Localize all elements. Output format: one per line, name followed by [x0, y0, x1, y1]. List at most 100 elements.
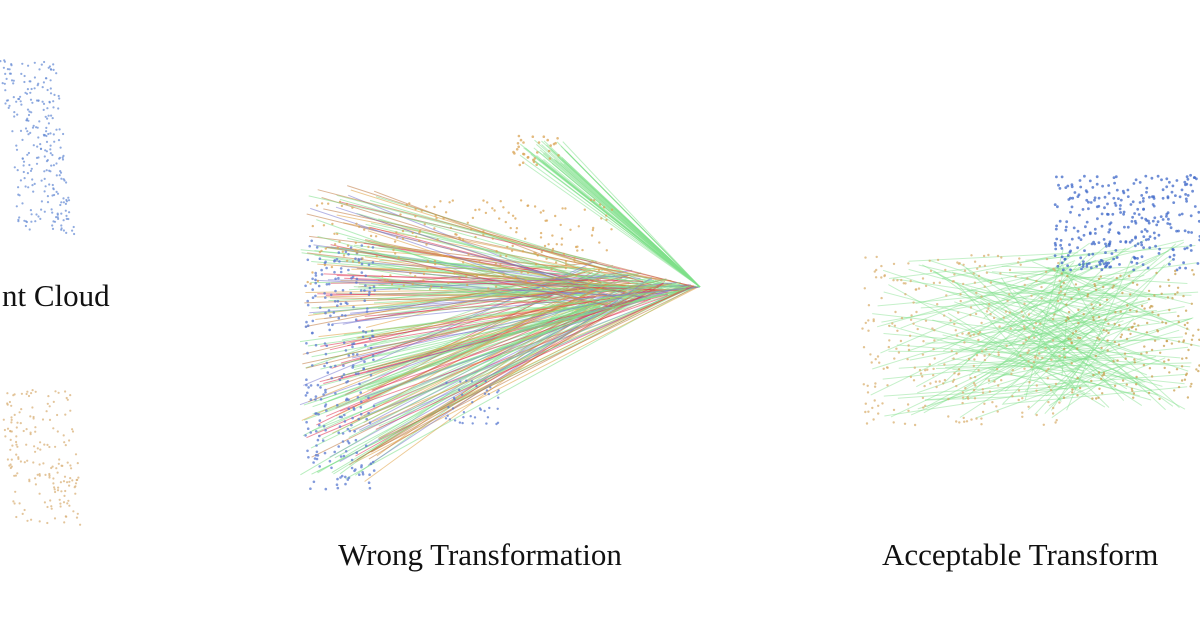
point: [339, 302, 343, 306]
point: [4, 89, 7, 92]
point: [943, 378, 947, 382]
point: [63, 521, 66, 524]
point: [1114, 204, 1118, 207]
correspondence-line: [343, 287, 688, 336]
point: [926, 368, 929, 371]
point: [29, 433, 32, 436]
point: [22, 160, 26, 163]
correspondence-line: [915, 325, 1126, 379]
point: [888, 324, 891, 328]
point: [320, 273, 324, 276]
point: [72, 225, 75, 229]
point: [984, 348, 988, 351]
point: [1193, 205, 1197, 208]
point: [433, 259, 437, 263]
point: [1186, 327, 1189, 330]
point: [1136, 257, 1139, 260]
point: [1115, 256, 1119, 259]
point: [909, 375, 913, 379]
point: [316, 438, 320, 442]
point: [1097, 196, 1101, 200]
point: [25, 119, 28, 122]
point: [309, 487, 312, 491]
point: [334, 277, 337, 281]
point: [304, 284, 307, 288]
correspondence-line: [924, 393, 1091, 401]
point: [33, 445, 36, 448]
correspondence-line: [945, 356, 1133, 368]
point: [1098, 260, 1101, 264]
point: [1134, 235, 1137, 239]
point: [989, 281, 993, 284]
correspondence-line: [986, 271, 1116, 296]
point: [515, 148, 519, 151]
point: [531, 135, 535, 138]
point: [519, 138, 523, 142]
point: [333, 300, 337, 303]
point: [46, 88, 49, 92]
point: [414, 207, 417, 211]
point: [1118, 207, 1122, 211]
point: [63, 441, 66, 444]
correspondence-line: [928, 259, 1099, 316]
point: [549, 144, 552, 147]
point: [975, 354, 979, 357]
point: [1180, 365, 1184, 368]
point: [573, 257, 576, 260]
point: [1130, 220, 1134, 223]
point: [37, 82, 40, 85]
point: [1129, 332, 1132, 336]
point: [1056, 299, 1060, 303]
correspondence-line: [364, 256, 627, 300]
point: [314, 395, 318, 398]
point: [983, 285, 986, 288]
correspondence-line: [888, 350, 1101, 354]
point: [360, 244, 364, 247]
point: [458, 421, 462, 424]
point: [51, 183, 54, 187]
correspondence-line: [1045, 359, 1115, 397]
point: [44, 149, 47, 152]
point: [983, 354, 986, 357]
point: [1011, 368, 1014, 372]
point: [342, 373, 346, 376]
point: [954, 329, 957, 332]
point: [45, 77, 48, 80]
point: [44, 115, 47, 118]
point: [350, 423, 353, 427]
point: [6, 427, 10, 430]
point: [52, 100, 55, 103]
point: [961, 396, 965, 399]
point: [1083, 174, 1086, 178]
point: [539, 231, 543, 235]
point: [1019, 354, 1022, 357]
correspondence-line: [378, 286, 697, 441]
point: [55, 190, 58, 193]
point: [329, 365, 333, 369]
point: [66, 481, 69, 484]
point: [344, 450, 348, 453]
point: [355, 222, 358, 225]
point: [1084, 189, 1088, 193]
point: [933, 329, 936, 332]
point: [306, 427, 310, 431]
point: [319, 386, 322, 389]
point: [575, 274, 578, 277]
point: [1112, 257, 1115, 261]
point: [1063, 347, 1066, 351]
point: [327, 282, 331, 286]
correspondence-line: [883, 291, 1143, 361]
point: [49, 152, 52, 155]
correspondence-line: [975, 357, 1142, 419]
point: [3, 82, 6, 85]
point: [1020, 310, 1023, 313]
point: [1154, 244, 1157, 248]
point: [544, 219, 547, 222]
point: [10, 63, 13, 66]
point: [1191, 269, 1194, 272]
point: [1184, 309, 1188, 312]
point: [330, 265, 334, 269]
point: [894, 310, 897, 314]
correspondence-line: [364, 240, 585, 284]
point: [311, 319, 315, 323]
